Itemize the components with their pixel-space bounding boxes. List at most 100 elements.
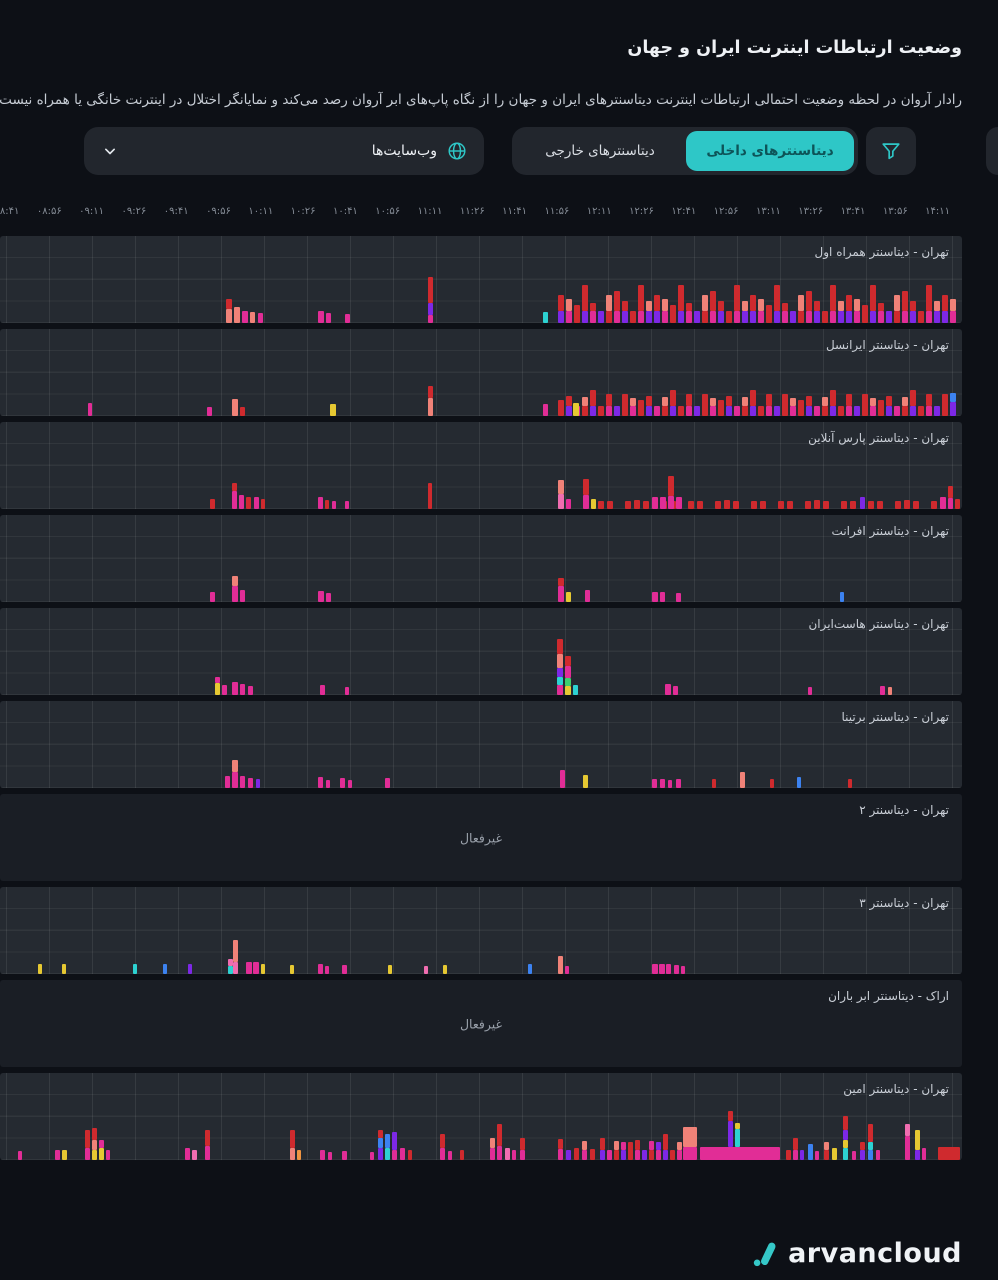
bar-segment xyxy=(824,1142,829,1150)
bar-segment xyxy=(92,1150,97,1160)
bar-segment xyxy=(643,501,649,509)
bar-segment xyxy=(558,311,564,323)
bar-segment xyxy=(443,965,447,974)
bar-segment xyxy=(915,1150,920,1160)
bar-segment xyxy=(565,686,571,695)
bar-segment xyxy=(558,1149,563,1160)
bar-segment xyxy=(520,1150,525,1160)
bar-segment xyxy=(918,311,924,323)
bar-segment xyxy=(590,311,596,323)
bar-segment xyxy=(590,406,596,416)
bar-segment xyxy=(787,501,793,509)
bar-segment xyxy=(712,779,716,788)
bar-segment xyxy=(557,677,563,685)
datacenter-row: تهران - دیتاسنتر ۳ xyxy=(0,887,962,974)
bar-segment xyxy=(778,501,784,509)
bar-segment xyxy=(895,501,901,509)
segment-foreign-datacenters[interactable]: دیتاسنترهای خارجی xyxy=(516,131,684,171)
bar-segment xyxy=(240,407,245,416)
bar-segment xyxy=(782,311,788,323)
bar-segment xyxy=(622,394,628,416)
bar-segment xyxy=(621,1142,626,1150)
bar-segment xyxy=(758,299,764,311)
bar-segment xyxy=(342,1151,347,1160)
bar-segment xyxy=(388,965,392,974)
dropdown-label: وب‌سایت‌ها xyxy=(371,143,437,159)
bar-segment xyxy=(490,1138,495,1148)
bar-segment xyxy=(894,406,900,416)
bar-segment xyxy=(814,500,820,509)
bar-segment xyxy=(318,311,324,323)
bar-segment xyxy=(735,1129,740,1147)
bar-segment xyxy=(497,1146,502,1160)
bar-segment xyxy=(246,962,252,974)
bar-segment xyxy=(840,592,844,602)
bar-segment xyxy=(838,301,844,311)
bar-segment xyxy=(668,780,672,788)
bar-segment xyxy=(955,499,960,509)
bar-segment xyxy=(325,966,329,974)
filter-button[interactable] xyxy=(866,127,916,175)
bar-segment xyxy=(718,400,724,416)
bar-segment xyxy=(798,295,804,311)
bar-segment xyxy=(710,311,716,323)
cropped-edge-button[interactable] xyxy=(986,127,998,175)
row-label: تهران - دیتاسنتر همراه اول xyxy=(814,245,949,259)
bar-segment xyxy=(215,683,220,695)
bar-segment xyxy=(232,760,238,772)
bar-segment xyxy=(254,497,259,509)
bar-segment xyxy=(188,964,192,974)
bar-segment xyxy=(683,1127,697,1147)
bar-segment xyxy=(870,406,876,416)
bar-segment xyxy=(654,406,660,416)
bar-segment xyxy=(378,1138,383,1148)
bar-segment xyxy=(638,311,644,323)
segment-domestic-datacenters[interactable]: دیتاسنترهای داخلی xyxy=(686,131,854,171)
bar-segment xyxy=(697,501,703,509)
bar-segment xyxy=(950,299,956,311)
bar-segment xyxy=(622,311,628,323)
page-subtitle: رادار آروان در لحظه وضعیت احتمالی ارتباط… xyxy=(0,91,962,108)
bar-segment xyxy=(862,394,868,416)
time-tick-label: ۱۳:۵۶ xyxy=(882,206,908,217)
bar-segment xyxy=(210,499,215,509)
row-label: تهران - دیتاسنتر ایرانسل xyxy=(825,338,949,352)
bar-segment xyxy=(878,400,884,416)
bar-segment xyxy=(854,299,860,311)
bar-segment xyxy=(670,390,676,406)
bar-segment xyxy=(258,313,263,323)
bar-segment xyxy=(625,501,631,509)
bar-segment xyxy=(635,1150,640,1160)
bar-segment xyxy=(318,964,323,974)
websites-dropdown[interactable]: وب‌سایت‌ها xyxy=(84,127,484,175)
bar-segment xyxy=(846,406,852,416)
bar-segment xyxy=(345,687,349,695)
bar-segment xyxy=(774,406,780,416)
time-tick-label: ۰۹:۴۱ xyxy=(163,206,189,217)
bar-segment xyxy=(99,1140,104,1148)
bar-segment xyxy=(686,311,692,323)
bar-segment xyxy=(600,1150,605,1160)
bar-segment xyxy=(823,501,829,509)
funnel-icon xyxy=(880,140,902,162)
bar-segment xyxy=(99,1148,104,1160)
bar-segment xyxy=(734,311,740,323)
bar-segment xyxy=(841,501,847,509)
row-label: تهران - دیتاسنتر افرانت xyxy=(831,524,949,538)
bar-segment xyxy=(656,1142,661,1150)
bar-segment xyxy=(846,394,852,406)
bar-segment xyxy=(797,777,801,788)
bar-segment xyxy=(677,1150,682,1160)
bar-segment xyxy=(528,964,532,974)
bar-segment xyxy=(808,687,812,695)
bar-segment xyxy=(734,406,740,416)
bar-segment xyxy=(628,1142,633,1160)
bar-segment xyxy=(750,311,756,323)
bar-segment xyxy=(913,501,919,509)
bar-segment xyxy=(666,964,671,974)
bar-segment xyxy=(942,311,948,323)
bar-segment xyxy=(734,285,740,311)
bar-segment xyxy=(934,311,940,323)
bar-segment xyxy=(815,1151,819,1160)
bar-segment xyxy=(870,398,876,406)
